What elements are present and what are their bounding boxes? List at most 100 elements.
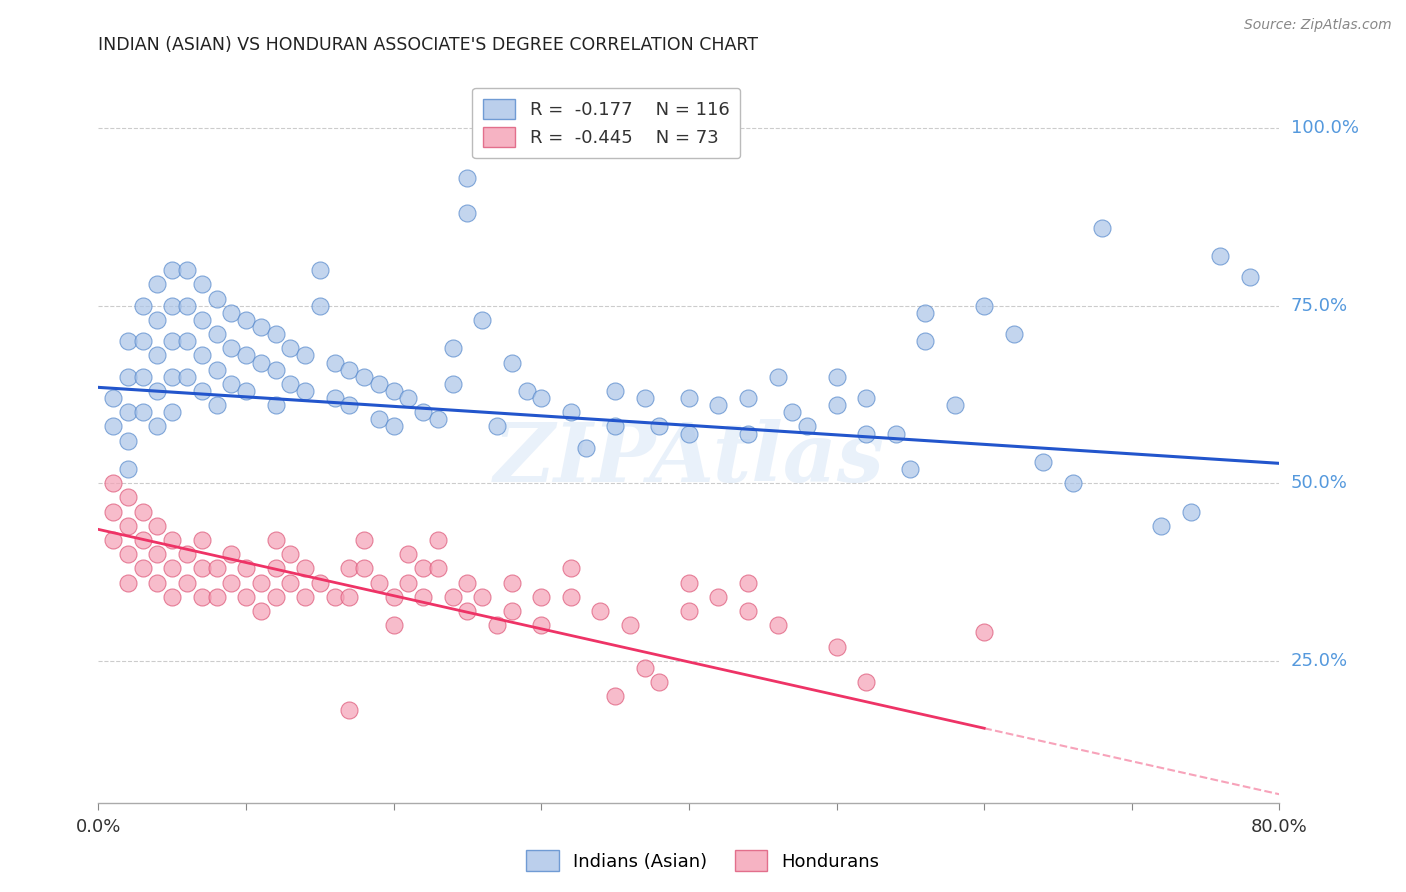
Point (1032, 455, 1054, 469)
Point (162, 263, 183, 277)
Point (501, 355, 523, 369)
Point (117, 462, 139, 476)
Point (191, 590, 214, 604)
Y-axis label: Associate's Degree: Associate's Degree (0, 351, 8, 524)
Point (117, 405, 139, 419)
Point (205, 590, 228, 604)
Point (162, 533, 183, 547)
Point (146, 313, 169, 327)
Point (1002, 327, 1025, 342)
Point (219, 306, 242, 320)
Point (162, 561, 183, 575)
Point (117, 519, 139, 533)
Point (412, 561, 434, 575)
Point (1062, 476, 1084, 491)
Point (162, 405, 183, 419)
Point (737, 426, 759, 441)
Point (176, 575, 198, 590)
Text: 50.0%: 50.0% (1291, 475, 1347, 492)
Point (796, 419, 818, 434)
Point (235, 313, 257, 327)
Point (678, 391, 700, 405)
Point (605, 384, 627, 398)
Point (323, 355, 346, 369)
Point (146, 575, 169, 590)
Point (132, 369, 155, 384)
Point (456, 206, 478, 220)
Point (914, 334, 936, 349)
Point (219, 547, 242, 561)
Point (132, 505, 155, 519)
Point (737, 575, 759, 590)
Point (132, 334, 155, 349)
Point (103, 391, 125, 405)
Point (456, 170, 478, 185)
Point (530, 618, 553, 632)
Point (103, 533, 125, 547)
Point (973, 625, 995, 640)
Point (501, 604, 523, 618)
Point (766, 618, 789, 632)
Point (605, 690, 627, 704)
Text: Source: ZipAtlas.com: Source: ZipAtlas.com (1244, 18, 1392, 32)
Point (633, 391, 655, 405)
Point (132, 299, 155, 313)
Point (914, 306, 936, 320)
Point (486, 419, 509, 434)
Point (205, 561, 228, 575)
Point (678, 604, 700, 618)
Point (117, 334, 139, 349)
Point (1150, 519, 1173, 533)
Text: 25.0%: 25.0% (1291, 652, 1348, 670)
Point (515, 384, 537, 398)
Point (1209, 249, 1232, 263)
Point (219, 341, 242, 355)
Point (501, 575, 523, 590)
Point (382, 618, 405, 632)
Point (250, 604, 273, 618)
Legend: R =  -0.177    N = 116, R =  -0.445    N = 73: R = -0.177 N = 116, R = -0.445 N = 73 (472, 87, 741, 158)
Point (146, 348, 169, 362)
Point (396, 547, 419, 561)
Point (678, 575, 700, 590)
Point (146, 384, 169, 398)
Point (294, 384, 316, 398)
Point (1091, 220, 1114, 235)
Point (250, 320, 273, 334)
Point (456, 575, 478, 590)
Point (146, 277, 169, 292)
Point (337, 590, 360, 604)
Point (117, 575, 139, 590)
Point (191, 384, 214, 398)
Point (353, 369, 375, 384)
Point (117, 491, 139, 505)
Point (707, 398, 730, 412)
Point (456, 604, 478, 618)
Point (309, 299, 332, 313)
Point (176, 334, 198, 349)
Point (855, 426, 877, 441)
Point (205, 327, 228, 342)
Point (103, 476, 125, 491)
Point (250, 355, 273, 369)
Point (530, 391, 553, 405)
Point (278, 575, 302, 590)
Point (323, 391, 346, 405)
Point (441, 590, 464, 604)
Point (530, 590, 553, 604)
Point (323, 590, 346, 604)
Point (132, 533, 155, 547)
Point (132, 405, 155, 419)
Text: ZIPAtlas: ZIPAtlas (494, 419, 884, 499)
Point (560, 590, 582, 604)
Point (619, 618, 641, 632)
Point (427, 412, 450, 426)
Point (900, 462, 922, 476)
Point (412, 590, 434, 604)
Point (294, 590, 316, 604)
Point (264, 362, 287, 376)
Legend: Indians (Asian), Hondurans: Indians (Asian), Hondurans (519, 843, 887, 879)
Point (737, 604, 759, 618)
Point (855, 391, 877, 405)
Point (382, 590, 405, 604)
